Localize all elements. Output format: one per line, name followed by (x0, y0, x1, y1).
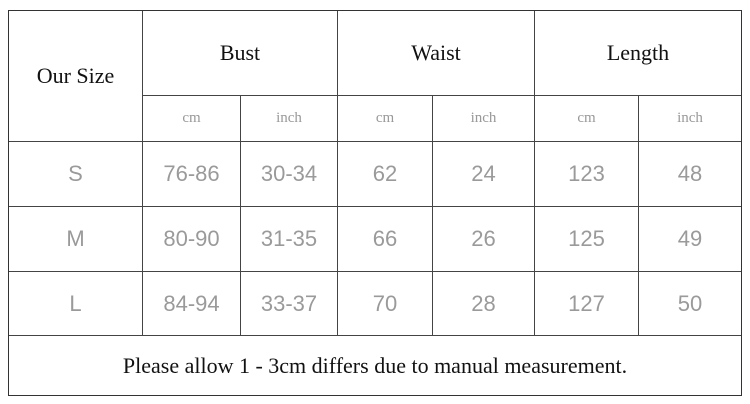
size-label-l: L (69, 290, 82, 316)
table-cell: 125 (568, 226, 605, 251)
table-cell: 70 (372, 290, 398, 316)
divider (143, 95, 741, 96)
table-cell: 30-34 (260, 161, 318, 186)
table-cell: 24 (471, 161, 496, 186)
length-header: Length (606, 40, 670, 65)
divider (142, 11, 143, 335)
table-cell: 76-86 (163, 161, 220, 186)
table-cell: 123 (568, 161, 605, 186)
table-cell: 127 (568, 290, 605, 316)
table-cell: 48 (677, 161, 703, 186)
divider (9, 141, 741, 142)
unit-waist-inch: inch (470, 110, 497, 126)
table-cell: 84-94 (163, 290, 220, 316)
our-size-header: Our Size (36, 63, 115, 88)
table-cell: 31-35 (260, 226, 318, 251)
divider (432, 95, 433, 335)
unit-waist-cm: cm (375, 110, 395, 126)
unit-bust-inch: inch (276, 110, 302, 126)
divider (337, 11, 338, 335)
measurement-note: Please allow 1 - 3cm differs due to manu… (122, 352, 628, 378)
size-label-s: S (68, 161, 83, 186)
unit-length-cm: cm (577, 110, 596, 126)
unit-length-inch: inch (677, 110, 703, 126)
table-cell: 62 (372, 161, 398, 186)
divider (9, 271, 741, 272)
divider (534, 11, 535, 335)
waist-header: Waist (411, 40, 461, 65)
table-cell: 50 (677, 290, 703, 316)
table-cell: 26 (471, 226, 496, 251)
bust-header: Bust (219, 40, 261, 65)
table-cell: 28 (471, 290, 496, 316)
divider (240, 95, 241, 335)
divider (9, 335, 741, 336)
table-cell: 66 (372, 226, 398, 251)
size-label-m: M (66, 226, 85, 251)
table-cell: 80-90 (163, 226, 220, 251)
size-chart: Our Size Bust Waist Length cm inch cm in… (8, 10, 742, 396)
divider (638, 95, 639, 335)
table-cell: 33-37 (260, 290, 318, 316)
unit-bust-cm: cm (182, 110, 201, 126)
table-cell: 49 (677, 226, 703, 251)
divider (9, 206, 741, 207)
